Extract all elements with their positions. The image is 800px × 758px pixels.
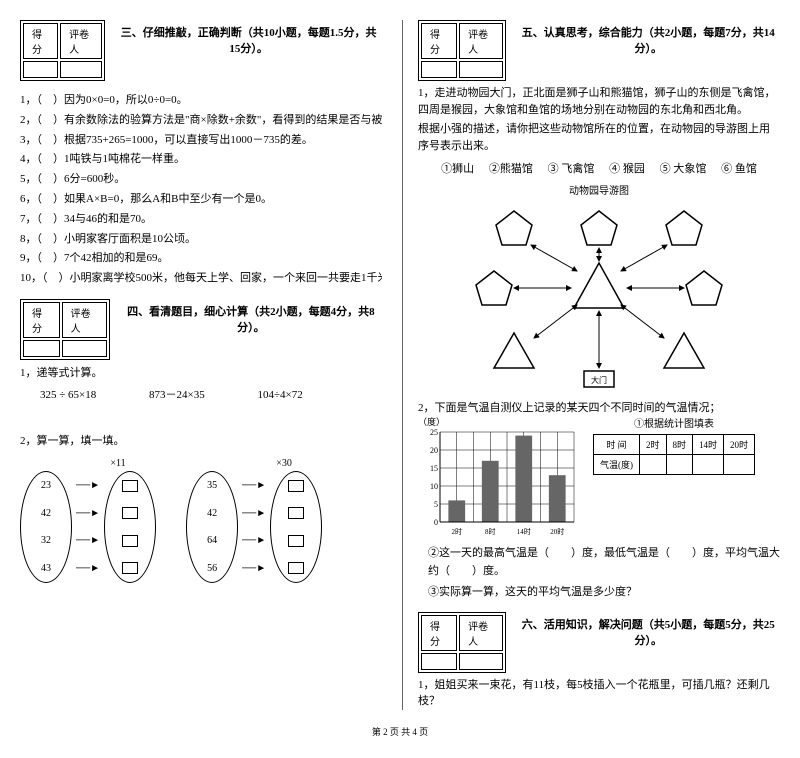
mult-label: ×30: [246, 458, 322, 469]
svg-text:15: 15: [430, 464, 438, 473]
q5-1-task: 根据小强的描述，请你把这些动物馆所在的位置，在动物园的导游图上用序号表示出来。: [418, 121, 780, 154]
q-item: 8，（ ）小明家客厅面积是10公顷。: [20, 230, 382, 250]
table-title: ①根据统计图填表: [593, 415, 755, 430]
output-oval: [270, 471, 322, 583]
score-box: 得分评卷人: [20, 299, 110, 360]
q-item: 6，（ ）如果A×B=0，那么A和B中至少有一个是0。: [20, 190, 382, 210]
svg-text:25: 25: [430, 428, 438, 437]
q6-1: 1，姐姐买来一束花，有11枝，每5枝插入一个花瓶里，可插几瓶？还剩几枝？: [418, 677, 780, 710]
svg-text:10: 10: [430, 482, 438, 491]
q-item: 5，（ ）6分=600秒。: [20, 170, 382, 190]
page-footer: 第 2 页 共 4 页: [20, 725, 780, 738]
q4-2-label: 2，算一算，填一填。: [20, 432, 382, 448]
svg-text:5: 5: [434, 500, 438, 509]
svg-text:0: 0: [434, 518, 438, 527]
bar-chart: 25 20 15 10 5 0 2时 8时 14时 20时: [418, 428, 578, 538]
q-item: 9，（ ）7个42相加的和是69。: [20, 249, 382, 269]
svg-text:20: 20: [430, 446, 438, 455]
arrows: ──►──►──►──►: [72, 472, 104, 582]
section4-title: 四、看清题目，细心计算（共2小题，每题4分，共8分）。: [120, 303, 382, 335]
mult-label: ×11: [80, 458, 156, 469]
q-item: 4，（ ）1吨铁与1吨棉花一样重。: [20, 150, 382, 170]
score-box: 得分 评卷人: [20, 20, 105, 81]
zoo-map: 大门: [459, 203, 739, 393]
svg-text:20时: 20时: [550, 527, 564, 536]
input-oval: 23 42 32 43: [20, 471, 72, 583]
q-item: 1，（ ）因为0×0=0，所以0÷0=0。: [20, 91, 382, 111]
input-oval: 35 42 64 56: [186, 471, 238, 583]
map-title: 动物园导游图: [418, 182, 780, 197]
flow-diagrams: ×11 23 42 32 43 ──►──►──►──►: [20, 458, 382, 583]
score-label: 得分: [23, 23, 58, 59]
svg-text:8时: 8时: [485, 527, 496, 536]
q-item: 7，（ ）34与46的和是70。: [20, 210, 382, 230]
output-oval: [104, 471, 156, 583]
svg-text:2时: 2时: [452, 527, 463, 536]
sub-q3: ③实际算一算，这天的平均气温是多少度？: [428, 584, 780, 602]
grader-label: 评卷人: [60, 23, 102, 59]
q4-1-label: 1，递等式计算。: [20, 364, 382, 380]
legend-row: ①狮山 ②熊猫馆 ③ 飞禽馆 ④ 猴园 ⑤ 大象馆 ⑥ 鱼馆: [418, 160, 780, 176]
section3-list: 1，（ ）因为0×0=0，所以0÷0=0。 2，（ ）有余数除法的验算方法是"商…: [20, 91, 382, 289]
section3-title: 三、仔细推敲，正确判断（共10小题，每题1.5分，共15分）。: [115, 24, 382, 56]
data-table: 时 间 2时 8时 14时 20时 气温(度): [593, 434, 755, 475]
sub-q2: ②这一天的最高气温是（ ）度，最低气温是（ ）度，平均气温大约（ ）度。: [428, 545, 780, 580]
q-item: 2，（ ）有余数除法的验算方法是"商×除数+余数"，看得到的结果是否与被除数相等…: [20, 111, 382, 131]
section5-title: 五、认真思考，综合能力（共2小题，每题7分，共14分）。: [516, 24, 780, 56]
q-item: 3，（ ）根据735+265=1000，可以直接写出1000－735的差。: [20, 131, 382, 151]
q5-1-intro: 1，走进动物园大门，正北面是狮子山和熊猫馆，狮子山的东侧是飞禽馆，四周是猴园，大…: [418, 85, 780, 118]
q5-2-intro: 2，下面是气温自测仪上记录的某天四个不同时间的气温情况；: [418, 399, 780, 415]
score-box: 得分评卷人: [418, 612, 506, 673]
calc-expressions: 325 ÷ 65×18 873－24×35 104÷4×72: [40, 386, 382, 402]
q-item: 10，（ ）小明家离学校500米，他每天上学、回家，一个来回一共要走1千米。: [20, 269, 382, 289]
section6-title: 六、活用知识，解决问题（共5小题，每题5分，共25分）。: [516, 616, 780, 648]
gate-text: 大门: [591, 375, 607, 385]
svg-text:14时: 14时: [517, 527, 531, 536]
score-box: 得分评卷人: [418, 20, 506, 81]
arrows: ──►──►──►──►: [238, 472, 270, 582]
y-label: （度）: [418, 415, 578, 428]
